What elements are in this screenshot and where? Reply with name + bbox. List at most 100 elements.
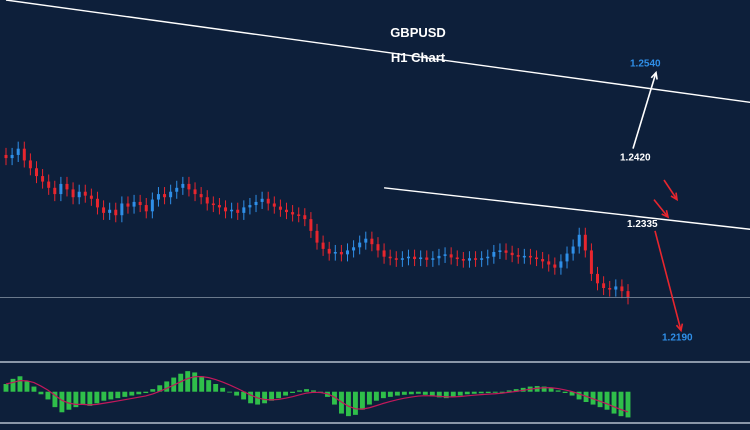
macd-histogram-bar bbox=[346, 391, 351, 417]
candle-body bbox=[89, 195, 93, 199]
candle-body bbox=[211, 203, 215, 206]
macd-histogram-bar bbox=[625, 391, 631, 418]
candle-body bbox=[352, 247, 356, 251]
macd-histogram-bar bbox=[178, 373, 184, 392]
resistance-trendline bbox=[5, 0, 750, 104]
macd-histogram-bar bbox=[213, 384, 219, 392]
macd-histogram-bar bbox=[373, 391, 379, 401]
candle-body bbox=[254, 201, 258, 206]
bullish-arrow-shaft bbox=[632, 72, 657, 149]
macd-histogram-bar bbox=[422, 391, 428, 395]
macd-histogram-bar bbox=[269, 391, 275, 401]
candle-body bbox=[10, 154, 14, 159]
macd-histogram-bar bbox=[359, 391, 365, 410]
candle-body bbox=[345, 250, 349, 255]
candle-body bbox=[443, 254, 447, 256]
candle-body bbox=[535, 257, 539, 260]
macd-histogram-bar bbox=[192, 372, 198, 392]
macd-histogram-bar bbox=[129, 391, 135, 396]
candle-body bbox=[413, 256, 417, 260]
macd-histogram-bar bbox=[108, 391, 114, 400]
macd-histogram-bar bbox=[248, 391, 254, 404]
macd-histogram-bar bbox=[262, 391, 268, 404]
candle-body bbox=[589, 250, 593, 274]
candle-body bbox=[22, 148, 26, 161]
candle-body bbox=[431, 258, 435, 260]
arrows-layer bbox=[632, 70, 684, 333]
macd-histogram-bar bbox=[52, 391, 58, 408]
macd-histogram-bar bbox=[241, 391, 247, 400]
candle-body bbox=[102, 207, 106, 213]
candle-body bbox=[626, 291, 630, 298]
macd-histogram-bar bbox=[150, 389, 156, 392]
candle-body bbox=[181, 183, 185, 188]
macd-histogram-bar bbox=[485, 391, 491, 393]
macd-histogram-bar bbox=[618, 391, 624, 417]
candle-body bbox=[333, 252, 337, 254]
macd-histogram-bar bbox=[464, 391, 470, 395]
macd-histogram-bar bbox=[471, 391, 477, 394]
macd-histogram-bar bbox=[401, 391, 407, 395]
candle-body bbox=[224, 207, 228, 212]
macd-histogram-bar bbox=[94, 391, 100, 404]
chart-title: GBPUSD bbox=[390, 25, 446, 40]
macd-histogram-bar bbox=[234, 391, 240, 396]
candle-body bbox=[150, 199, 154, 212]
level-label-1-2190: 1.2190 bbox=[662, 333, 693, 344]
macd-histogram-bar bbox=[31, 386, 37, 392]
candle-body bbox=[315, 230, 319, 243]
bearish-arrow-head bbox=[675, 323, 684, 333]
candle-body bbox=[553, 264, 557, 268]
candle-body bbox=[492, 252, 496, 257]
macd-histogram-bar bbox=[157, 385, 163, 392]
candle-body bbox=[406, 256, 410, 259]
candle-body bbox=[516, 255, 520, 257]
candle-body bbox=[199, 194, 203, 198]
candle-body bbox=[394, 258, 398, 260]
macd-histogram-bar bbox=[450, 391, 456, 397]
macd-histogram-bar bbox=[122, 391, 128, 397]
macd-histogram-bar bbox=[534, 386, 540, 392]
candle-body bbox=[303, 215, 307, 220]
macd-histogram-bar bbox=[283, 391, 288, 396]
pullback-arrow-b-head bbox=[670, 192, 679, 202]
candles-layer bbox=[4, 141, 630, 305]
macd-signal-line bbox=[5, 375, 629, 413]
macd-histogram-bar bbox=[366, 391, 372, 405]
candle-body bbox=[614, 286, 618, 290]
macd-histogram-bar bbox=[590, 391, 596, 405]
candle-body bbox=[321, 242, 325, 249]
macd-histogram-bar bbox=[80, 391, 86, 405]
candle-body bbox=[376, 244, 380, 251]
macd-histogram-bar bbox=[429, 391, 435, 397]
candle-body bbox=[285, 209, 289, 213]
macd-histogram-bar bbox=[387, 391, 393, 397]
candle-body bbox=[559, 261, 563, 268]
candle-body bbox=[498, 250, 502, 252]
macd-histogram-bar bbox=[38, 391, 44, 395]
macd-histogram-bar bbox=[227, 391, 233, 393]
macd-histogram-bar bbox=[569, 391, 575, 396]
macd-histogram-bar bbox=[297, 390, 302, 392]
chart-subtitle: H1 Chart bbox=[391, 50, 446, 65]
candle-body bbox=[120, 203, 124, 216]
macd-histogram-bar bbox=[611, 391, 617, 414]
macd-histogram-bar bbox=[290, 391, 295, 393]
candle-body bbox=[455, 257, 459, 260]
macd-histogram-bar bbox=[541, 386, 547, 392]
bearish-arrow-shaft bbox=[654, 230, 682, 331]
candle-body bbox=[144, 205, 148, 212]
macd-histogram-bar bbox=[199, 376, 205, 392]
macd-histogram-bar bbox=[394, 391, 400, 396]
trendlines-layer bbox=[0, 0, 750, 298]
candle-body bbox=[425, 257, 429, 260]
candle-body bbox=[278, 206, 282, 210]
macd-histogram-bar bbox=[352, 391, 358, 415]
candle-body bbox=[138, 201, 142, 206]
candle-body bbox=[608, 288, 612, 290]
candle-body bbox=[370, 238, 374, 245]
candle-body bbox=[34, 168, 38, 177]
pullback-arrow-b-shaft bbox=[663, 179, 678, 201]
candle-body bbox=[480, 258, 484, 260]
candle-body bbox=[541, 259, 545, 262]
